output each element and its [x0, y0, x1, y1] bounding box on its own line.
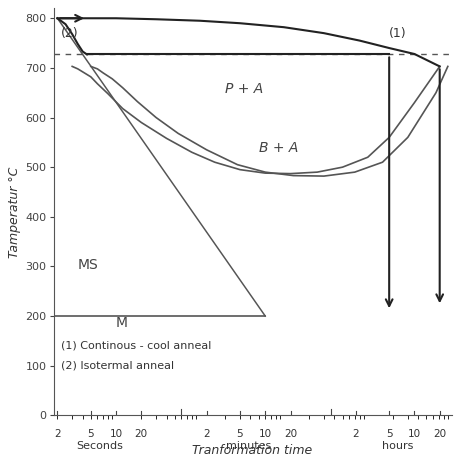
- Text: minutes: minutes: [225, 441, 271, 451]
- Text: Seconds: Seconds: [76, 441, 123, 451]
- Text: (2): (2): [61, 27, 78, 40]
- Text: 10: 10: [407, 429, 420, 439]
- Text: P + A: P + A: [225, 82, 263, 96]
- Y-axis label: Tamperatur °C: Tamperatur °C: [8, 166, 21, 258]
- Text: 2: 2: [54, 429, 61, 439]
- Text: MS: MS: [78, 258, 98, 272]
- Text: 20: 20: [283, 429, 297, 439]
- Text: 10: 10: [109, 429, 123, 439]
- Text: 5: 5: [87, 429, 94, 439]
- Text: 2: 2: [203, 429, 209, 439]
- Text: 2: 2: [352, 429, 358, 439]
- Text: 5: 5: [236, 429, 243, 439]
- Text: M: M: [116, 316, 128, 330]
- X-axis label: Tranformation time: Tranformation time: [192, 444, 312, 457]
- Text: 20: 20: [432, 429, 445, 439]
- Text: (1): (1): [388, 27, 406, 40]
- Text: 20: 20: [134, 429, 147, 439]
- Text: hours: hours: [381, 441, 413, 451]
- Text: 10: 10: [258, 429, 271, 439]
- Text: 5: 5: [385, 429, 392, 439]
- Text: B + A: B + A: [258, 141, 297, 155]
- Text: (1) Continous - cool anneal: (1) Continous - cool anneal: [61, 340, 211, 350]
- Text: (2) Isotermal anneal: (2) Isotermal anneal: [61, 360, 174, 370]
